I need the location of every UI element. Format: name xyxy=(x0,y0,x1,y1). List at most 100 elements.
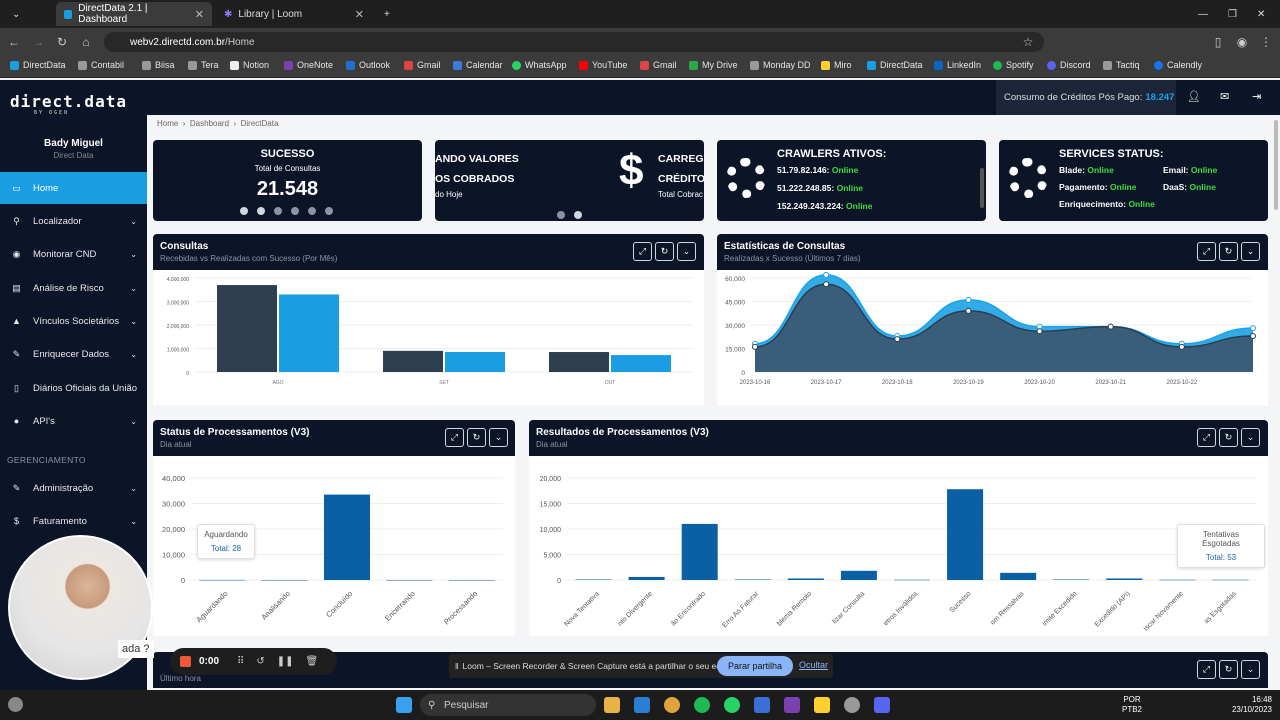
windows-start-icon[interactable] xyxy=(396,697,412,713)
sidebar-item-diarios[interactable]: ▯ Diários Oficiais da União xyxy=(0,372,147,404)
breadcrumb-home[interactable]: Home xyxy=(157,119,179,128)
chevron-down-icon[interactable]: ⌄ xyxy=(677,242,696,261)
refresh-icon[interactable]: ↻ xyxy=(1219,660,1238,679)
sidebar-item-enriquecer[interactable]: ✎ Enriquecer Dados ⌄ xyxy=(12,348,137,360)
sidebar-item-home[interactable]: ▭ Home xyxy=(0,172,147,204)
bookmark[interactable]: Notion xyxy=(230,60,269,70)
breadcrumb-dashboard[interactable]: Dashboard xyxy=(189,119,230,128)
bookmark[interactable]: WhatsApp xyxy=(512,60,567,70)
bookmark[interactable]: LinkedIn xyxy=(934,60,981,70)
forward-icon[interactable]: → xyxy=(32,35,44,49)
star-icon[interactable]: ☆ xyxy=(1022,35,1034,49)
widgets-icon[interactable] xyxy=(8,697,23,712)
bookmark[interactable]: Gmail xyxy=(404,60,441,70)
stop-icon[interactable] xyxy=(180,656,191,667)
home-icon[interactable]: ⌂ xyxy=(82,35,90,49)
sidebar-item-analise-risco[interactable]: ▤ Análise de Risco ⌄ xyxy=(12,282,137,294)
close-icon[interactable]: ✕ xyxy=(194,8,204,21)
webcam-bubble[interactable] xyxy=(8,535,153,680)
top-bar: Consumo de Créditos Pós Pago: 18.247 👤︎ ✉… xyxy=(147,80,1280,115)
expand-icon[interactable]: ⤢ xyxy=(445,428,464,447)
user-icon[interactable]: 👤︎ xyxy=(1187,91,1201,103)
bookmark[interactable]: Outlook xyxy=(346,60,390,70)
back-icon[interactable]: ← xyxy=(8,35,20,49)
sidebar-item-administracao[interactable]: ✎ Administração ⌄ xyxy=(12,482,137,494)
file-explorer-icon[interactable] xyxy=(604,697,620,713)
bookmark[interactable]: Tera xyxy=(188,60,219,70)
sidebar-item-faturamento[interactable]: $ Faturamento ⌄ xyxy=(13,515,137,527)
refresh-icon[interactable]: ↻ xyxy=(1219,428,1238,447)
app-icon[interactable] xyxy=(844,697,860,713)
bookmark[interactable]: OneNote xyxy=(284,60,333,70)
bookmark[interactable]: Gmail xyxy=(640,60,677,70)
tab-search-button[interactable]: ⌄ xyxy=(4,2,26,26)
logout-icon[interactable]: ⇥ xyxy=(1252,91,1262,103)
sidebar-item-vinculos[interactable]: ▲ Vínculos Societários ⌄ xyxy=(12,315,137,327)
close-icon[interactable]: ✕ xyxy=(354,8,364,21)
bookmark[interactable]: Calendar xyxy=(453,60,503,70)
store-icon[interactable] xyxy=(634,697,650,713)
refresh-icon[interactable]: ↻ xyxy=(1219,242,1238,261)
bookmark[interactable]: YouTube xyxy=(579,60,627,70)
reload-icon[interactable]: ↻ xyxy=(56,35,68,49)
bookmark[interactable]: Contabil xyxy=(78,60,124,70)
profile-icon[interactable]: ◉ xyxy=(1236,35,1248,49)
tab-directdata[interactable]: DirectData 2.1 | Dashboard ✕ xyxy=(56,2,212,26)
bookmark[interactable]: Biisa xyxy=(142,60,175,70)
window-controls[interactable]: — ❐ ✕ xyxy=(1190,2,1270,26)
sidebar-item-localizador[interactable]: ⚲ Localizador ⌄ xyxy=(13,215,137,227)
sidepanel-icon[interactable]: ▯ xyxy=(1214,35,1222,49)
whatsapp-icon[interactable] xyxy=(724,697,740,713)
url-input[interactable]: webv2.directd.com.br/Home xyxy=(104,32,1044,52)
carousel-dots[interactable] xyxy=(557,211,582,219)
expand-icon[interactable]: ⤢ xyxy=(1197,660,1216,679)
chevron-down-icon[interactable]: ⌄ xyxy=(1241,242,1260,261)
sidebar-item-apis[interactable]: ● API's ⌄ xyxy=(13,415,137,427)
bookmark[interactable]: DirectData xyxy=(10,60,66,70)
bookmark[interactable]: Tactiq xyxy=(1103,60,1140,70)
bookmark[interactable]: Spotify xyxy=(993,60,1034,70)
refresh-icon[interactable]: ↻ xyxy=(467,428,486,447)
tab-loom[interactable]: ✱ Library | Loom ✕ xyxy=(216,2,372,26)
spotify-icon[interactable] xyxy=(694,697,710,713)
menu-icon[interactable]: ⋮ xyxy=(1260,35,1272,49)
scrollbar[interactable] xyxy=(980,168,984,208)
close-window-icon[interactable]: ✕ xyxy=(1256,8,1266,20)
bookmark[interactable]: Miro xyxy=(821,60,852,70)
taskbar-search[interactable]: ⚲ Pesquisar xyxy=(420,694,596,716)
refresh-icon[interactable]: ↻ xyxy=(655,242,674,261)
bookmark[interactable]: Calendly xyxy=(1154,60,1202,70)
chevron-down-icon[interactable]: ⌄ xyxy=(489,428,508,447)
teams-icon[interactable] xyxy=(754,697,770,713)
bookmark[interactable]: DirectData xyxy=(867,60,923,70)
expand-icon[interactable]: ⤢ xyxy=(633,242,652,261)
expand-icon[interactable]: ⤢ xyxy=(1197,242,1216,261)
bookmark[interactable]: Monday DD xyxy=(750,60,811,70)
carousel-dots[interactable] xyxy=(240,207,333,215)
chevron-down-icon[interactable]: ⌄ xyxy=(1241,428,1260,447)
miro-icon[interactable] xyxy=(814,697,830,713)
expand-icon[interactable]: ⤢ xyxy=(1197,428,1216,447)
minimize-icon[interactable]: — xyxy=(1198,8,1208,20)
service-status: DaaS: Online xyxy=(1163,182,1216,192)
bookmark[interactable]: My Drive xyxy=(689,60,738,70)
onenote-icon[interactable] xyxy=(784,697,800,713)
stop-sharing-button[interactable]: Parar partilha xyxy=(717,656,793,676)
y-tick-label: 30,000 xyxy=(725,323,745,330)
clock[interactable]: 16:48 23/10/2023 xyxy=(1231,695,1272,714)
page-scrollbar[interactable] xyxy=(1274,120,1278,210)
hide-link[interactable]: Ocultar xyxy=(799,660,829,670)
mail-icon[interactable]: ✉ xyxy=(1220,91,1230,103)
grid-icon[interactable]: ⠿ xyxy=(237,656,245,667)
trash-icon[interactable]: 🗑︎ xyxy=(305,656,319,667)
pause-icon[interactable]: ❚❚ xyxy=(276,656,294,667)
bookmark[interactable]: Discord xyxy=(1047,60,1091,70)
language-indicator[interactable]: POR PTB2 xyxy=(1122,695,1143,714)
restart-icon[interactable]: ↺ xyxy=(256,656,265,667)
app-icon[interactable] xyxy=(874,697,890,713)
chevron-down-icon[interactable]: ⌄ xyxy=(1241,660,1260,679)
maximize-icon[interactable]: ❐ xyxy=(1228,8,1237,20)
new-tab-button[interactable]: + xyxy=(384,8,390,20)
chrome-icon[interactable] xyxy=(664,697,680,713)
sidebar-item-monitorar-cnd[interactable]: ◉ Monitorar CND ⌄ xyxy=(12,248,137,260)
